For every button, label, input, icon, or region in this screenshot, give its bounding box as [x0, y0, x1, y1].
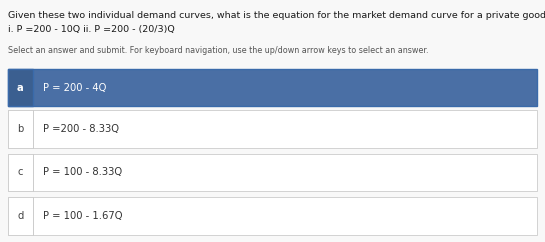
Text: Select an answer and submit. For keyboard navigation, use the up/down arrow keys: Select an answer and submit. For keyboar… — [8, 46, 429, 55]
Text: i. P =200 - 10Q ii. P =200 - (20/3)Q: i. P =200 - 10Q ii. P =200 - (20/3)Q — [8, 25, 175, 34]
Bar — [8, 69, 537, 106]
Text: P = 200 - 4Q: P = 200 - 4Q — [43, 83, 106, 93]
Text: b: b — [17, 124, 23, 134]
Bar — [8, 110, 33, 148]
Text: P = 100 - 8.33Q: P = 100 - 8.33Q — [43, 167, 122, 177]
Text: P = 100 - 1.67Q: P = 100 - 1.67Q — [43, 211, 122, 221]
Text: P =200 - 8.33Q: P =200 - 8.33Q — [43, 124, 118, 134]
Bar — [8, 110, 537, 148]
Bar — [8, 154, 537, 191]
Bar — [8, 154, 33, 191]
Text: a: a — [17, 83, 24, 93]
Text: Given these two individual demand curves, what is the equation for the market de: Given these two individual demand curves… — [8, 11, 545, 20]
Bar — [8, 197, 537, 235]
Bar — [8, 197, 33, 235]
Text: d: d — [17, 211, 23, 221]
Text: c: c — [17, 167, 23, 177]
Bar — [8, 69, 33, 106]
